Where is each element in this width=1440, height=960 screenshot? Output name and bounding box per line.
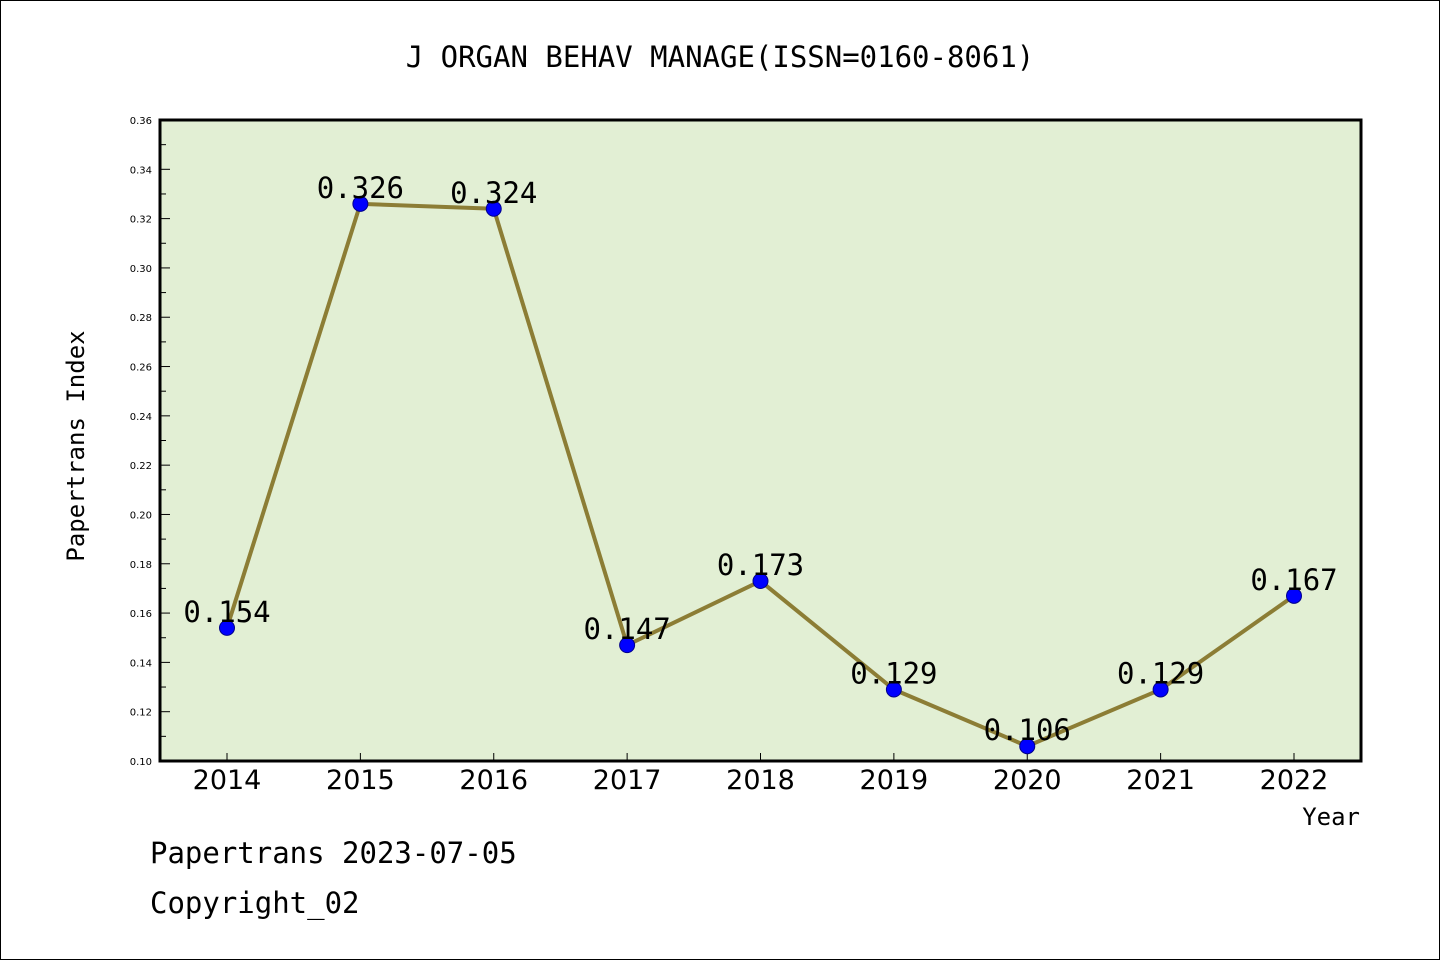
- x-axis-title: Year: [1302, 803, 1360, 831]
- chart-title: J ORGAN BEHAV MANAGE(ISSN=0160-8061): [406, 40, 1035, 74]
- y-tick-label: 0.10: [130, 757, 152, 768]
- y-tick-label: 0.12: [130, 708, 152, 719]
- x-tick-label: 2020: [993, 765, 1062, 796]
- data-label: 0.106: [984, 713, 1071, 747]
- data-label: 0.129: [850, 657, 937, 691]
- y-tick-label: 0.24: [130, 412, 152, 423]
- x-tick-label: 2015: [326, 765, 395, 796]
- x-tick-label: 2018: [726, 765, 795, 796]
- x-tick-label: 2022: [1260, 765, 1329, 796]
- data-point: [752, 573, 769, 590]
- x-tick-label: 2019: [860, 765, 929, 796]
- data-point: [219, 619, 235, 636]
- data-labels: 0.154 0.326 0.324 0.147 0.173 0.129 0.106 0.129…: [183, 171, 1337, 747]
- y-tick-label: 0.20: [130, 510, 152, 521]
- data-label: 0.154: [183, 595, 270, 629]
- y-tick-label: 0.34: [130, 165, 152, 176]
- x-tick-label: 2016: [459, 765, 528, 796]
- data-label: 0.167: [1250, 563, 1337, 597]
- series: [219, 195, 1302, 755]
- y-tick-label: 0.18: [130, 560, 152, 571]
- x-axis: 2014 2015 2016 2017 2018 2019 2020 2021 2022: [193, 753, 1329, 796]
- data-label: 0.147: [583, 612, 670, 646]
- plot-area: [158, 118, 1363, 763]
- y-tick-label: 0.28: [130, 313, 152, 324]
- y-axis: 0.10 0.12 0.14 0.16 0.18 0.20 0.22 0.24 0.26 0.28…: [130, 116, 170, 768]
- y-tick-label: 0.36: [130, 116, 152, 127]
- data-point: [619, 637, 636, 654]
- footer-date: Papertrans 2023-07-05: [150, 836, 517, 870]
- x-tick-label: 2017: [593, 765, 662, 796]
- y-tick-label: 0.22: [130, 461, 152, 472]
- y-tick-label: 0.32: [130, 215, 152, 226]
- data-point: [885, 681, 902, 698]
- y-axis-title: Papertrans Index: [62, 330, 90, 561]
- data-point: [1286, 587, 1302, 604]
- data-label: 0.129: [1117, 657, 1204, 691]
- y-tick-label: 0.14: [130, 658, 152, 669]
- y-tick-label: 0.30: [130, 264, 152, 275]
- data-point: [352, 195, 369, 212]
- data-label: 0.324: [450, 176, 537, 210]
- footer-copyright: Copyright_02: [150, 886, 360, 920]
- y-tick-label: 0.16: [130, 609, 152, 620]
- data-point: [1019, 738, 1036, 755]
- x-tick-label: 2014: [193, 765, 262, 796]
- data-label: 0.173: [717, 548, 804, 582]
- data-point: [1152, 681, 1169, 698]
- x-tick-label: 2021: [1126, 765, 1195, 796]
- data-point: [485, 200, 502, 217]
- y-tick-label: 0.26: [130, 363, 152, 374]
- data-label: 0.326: [317, 171, 404, 205]
